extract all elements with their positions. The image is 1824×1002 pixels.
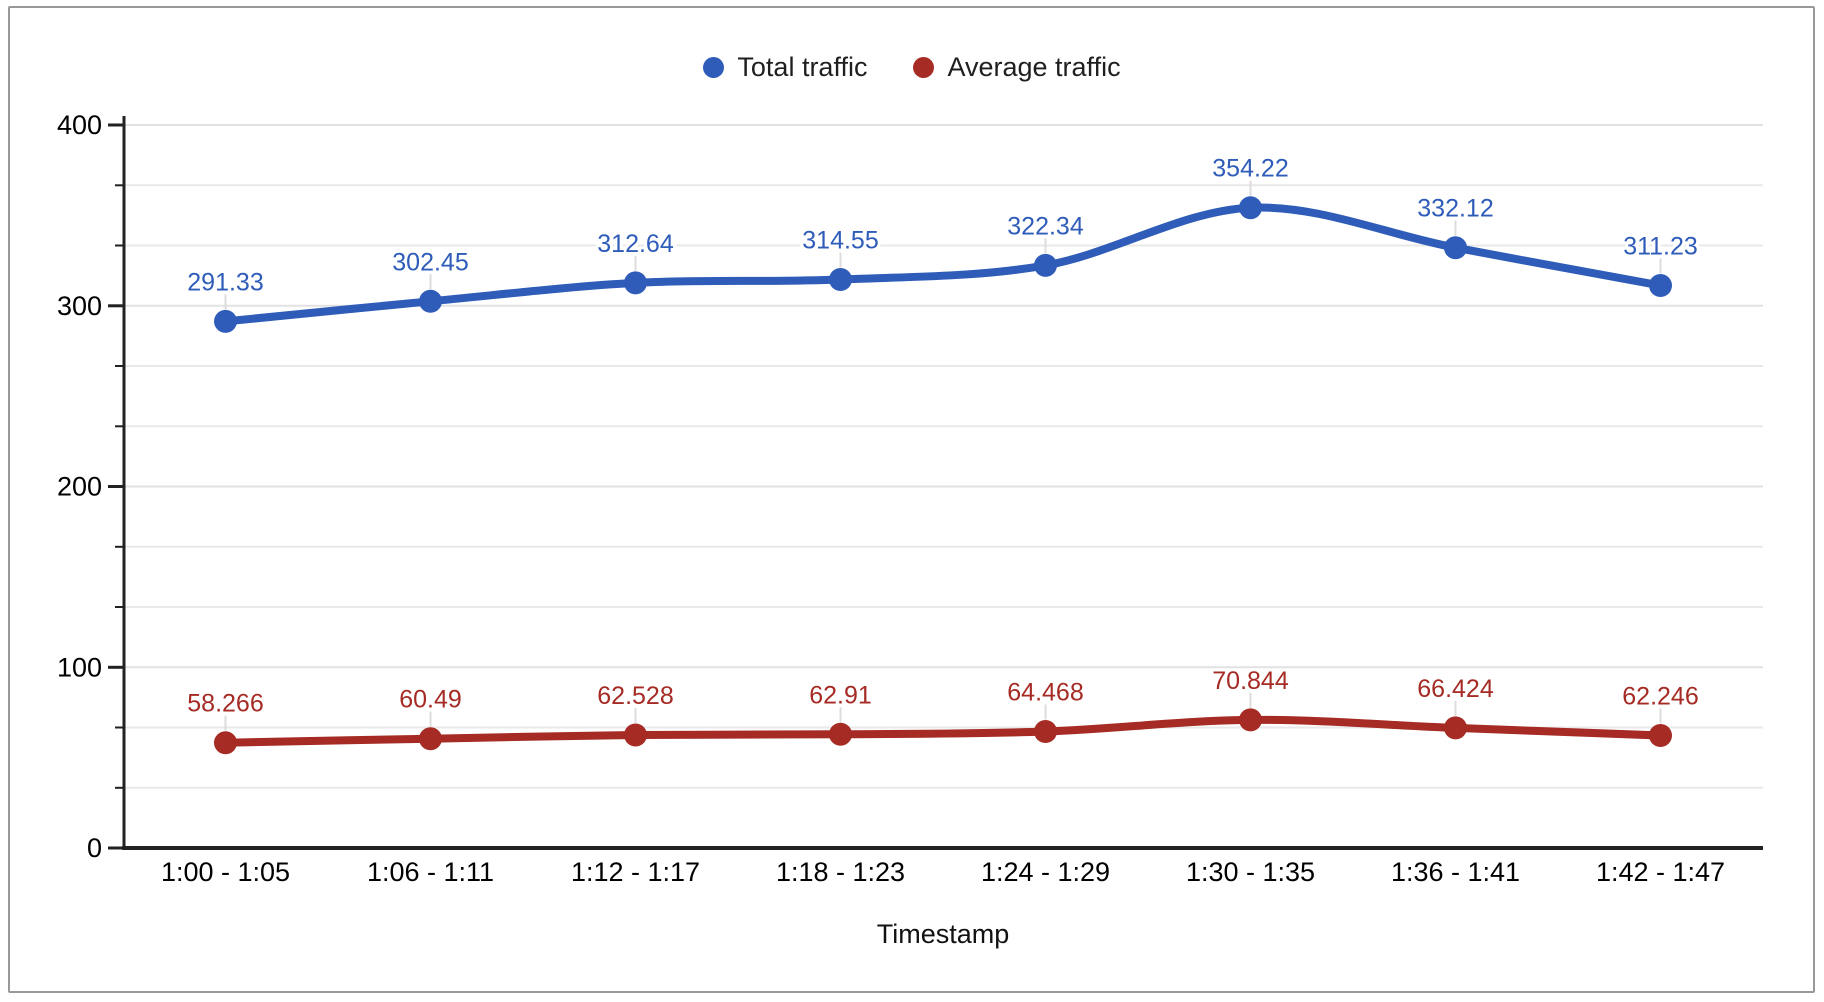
data-point-average-traffic[interactable] — [1444, 716, 1467, 740]
x-tick-label: 1:36 - 1:41 — [1391, 857, 1520, 887]
x-tick-label: 1:12 - 1:17 — [571, 857, 700, 887]
data-label-average-traffic: 70.844 — [1212, 667, 1289, 695]
data-label-total-traffic: 311.23 — [1623, 233, 1698, 261]
data-label-average-traffic: 62.528 — [597, 682, 673, 710]
y-tick-label: 400 — [57, 110, 102, 140]
legend-item-average-traffic[interactable]: Average traffic — [913, 52, 1121, 83]
data-label-total-traffic: 322.34 — [1007, 212, 1084, 240]
data-point-total-traffic[interactable] — [1034, 253, 1057, 277]
data-point-average-traffic[interactable] — [624, 723, 647, 747]
data-point-total-traffic[interactable] — [214, 309, 237, 333]
data-label-total-traffic: 291.33 — [187, 268, 263, 296]
data-point-total-traffic[interactable] — [624, 271, 647, 295]
data-point-total-traffic[interactable] — [829, 268, 852, 291]
data-label-average-traffic: 64.468 — [1007, 679, 1083, 707]
data-label-total-traffic: 332.12 — [1417, 195, 1493, 223]
data-label-total-traffic: 314.55 — [802, 227, 878, 255]
data-label-average-traffic: 62.91 — [809, 681, 872, 709]
data-point-total-traffic[interactable] — [1239, 196, 1262, 220]
data-label-total-traffic: 354.22 — [1212, 155, 1288, 183]
legend-swatch-icon — [703, 57, 725, 78]
data-label-average-traffic: 62.246 — [1622, 683, 1698, 711]
chart-legend: Total traffic Average traffic — [0, 52, 1824, 83]
data-point-average-traffic[interactable] — [1034, 720, 1057, 743]
data-point-average-traffic[interactable] — [1239, 708, 1262, 732]
data-point-average-traffic[interactable] — [1649, 724, 1672, 747]
legend-label: Average traffic — [947, 52, 1121, 82]
data-point-total-traffic[interactable] — [1444, 236, 1467, 260]
data-point-total-traffic[interactable] — [1649, 274, 1672, 297]
data-label-average-traffic: 66.424 — [1417, 675, 1494, 703]
legend-item-total-traffic[interactable]: Total traffic — [703, 52, 867, 83]
data-point-average-traffic[interactable] — [214, 731, 237, 755]
x-tick-label: 1:30 - 1:35 — [1186, 857, 1315, 887]
y-tick-label: 0 — [87, 833, 102, 863]
y-tick-label: 200 — [57, 472, 102, 502]
data-point-average-traffic[interactable] — [419, 727, 442, 751]
data-label-total-traffic: 302.45 — [392, 248, 468, 276]
series-line-average-traffic — [221, 715, 1665, 747]
x-tick-label: 1:24 - 1:29 — [981, 857, 1110, 887]
x-tick-label: 1:18 - 1:23 — [776, 857, 905, 887]
series-line-total-traffic — [221, 203, 1665, 326]
data-point-average-traffic[interactable] — [829, 722, 852, 746]
x-tick-label: 1:42 - 1:47 — [1596, 857, 1725, 887]
data-label-average-traffic: 58.266 — [187, 690, 263, 718]
data-label-average-traffic: 60.49 — [399, 686, 462, 714]
legend-swatch-icon — [913, 57, 935, 78]
legend-label: Total traffic — [737, 52, 868, 82]
x-tick-label: 1:00 - 1:05 — [161, 857, 290, 887]
x-axis-title: Timestamp — [876, 919, 1010, 949]
y-tick-label: 300 — [57, 291, 102, 321]
x-tick-label: 1:06 - 1:11 — [367, 857, 494, 887]
data-point-total-traffic[interactable] — [419, 289, 442, 313]
data-label-total-traffic: 312.64 — [597, 230, 674, 258]
y-tick-label: 100 — [57, 652, 102, 682]
